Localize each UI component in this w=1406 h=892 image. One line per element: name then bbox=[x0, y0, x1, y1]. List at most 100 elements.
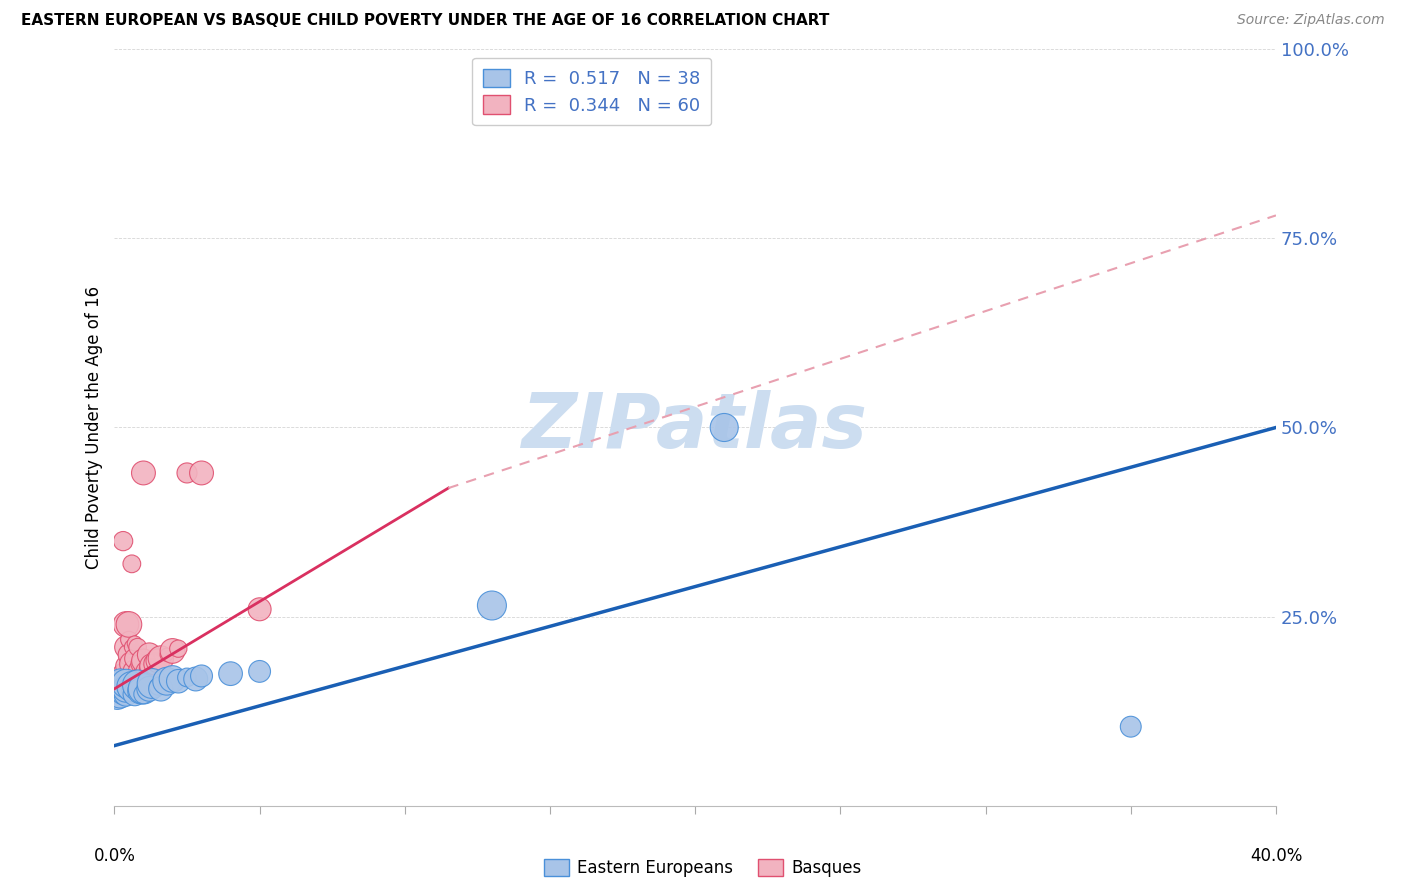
Point bbox=[110, 674, 132, 689]
Point bbox=[110, 674, 132, 689]
Point bbox=[132, 654, 155, 668]
Point bbox=[146, 654, 169, 668]
Point bbox=[112, 666, 135, 681]
Point bbox=[105, 678, 128, 692]
Point bbox=[112, 670, 135, 684]
Point bbox=[118, 678, 141, 692]
Point bbox=[481, 599, 503, 613]
Point bbox=[124, 636, 146, 650]
Legend: R =  0.517   N = 38, R =  0.344   N = 60: R = 0.517 N = 38, R = 0.344 N = 60 bbox=[472, 58, 711, 126]
Point bbox=[105, 678, 128, 692]
Point bbox=[110, 687, 132, 701]
Point bbox=[121, 684, 143, 698]
Point bbox=[110, 670, 132, 684]
Point bbox=[112, 681, 135, 696]
Text: Source: ZipAtlas.com: Source: ZipAtlas.com bbox=[1237, 13, 1385, 28]
Point bbox=[127, 672, 149, 686]
Point bbox=[112, 676, 135, 690]
Point bbox=[149, 651, 172, 665]
Point bbox=[115, 681, 138, 696]
Point bbox=[127, 640, 149, 655]
Point bbox=[112, 534, 135, 549]
Point bbox=[105, 685, 128, 699]
Point bbox=[115, 681, 138, 696]
Point bbox=[156, 674, 179, 689]
Point bbox=[167, 674, 190, 689]
Point bbox=[118, 632, 141, 647]
Point bbox=[121, 657, 143, 671]
Point bbox=[121, 676, 143, 690]
Point bbox=[112, 678, 135, 692]
Point bbox=[129, 669, 152, 683]
Text: 0.0%: 0.0% bbox=[93, 847, 135, 865]
Point bbox=[713, 420, 735, 434]
Point bbox=[138, 648, 160, 662]
Point bbox=[249, 602, 271, 616]
Point bbox=[127, 681, 149, 696]
Point bbox=[129, 657, 152, 671]
Point bbox=[176, 466, 198, 480]
Point bbox=[105, 681, 128, 696]
Point bbox=[115, 617, 138, 632]
Point bbox=[115, 640, 138, 655]
Point bbox=[121, 670, 143, 684]
Point bbox=[156, 648, 179, 662]
Point bbox=[121, 680, 143, 694]
Point bbox=[249, 665, 271, 679]
Point bbox=[115, 659, 138, 673]
Point bbox=[132, 687, 155, 701]
Point bbox=[124, 674, 146, 689]
Point bbox=[112, 680, 135, 694]
Point bbox=[112, 681, 135, 696]
Point bbox=[118, 666, 141, 681]
Text: EASTERN EUROPEAN VS BASQUE CHILD POVERTY UNDER THE AGE OF 16 CORRELATION CHART: EASTERN EUROPEAN VS BASQUE CHILD POVERTY… bbox=[21, 13, 830, 29]
Point bbox=[190, 669, 212, 683]
Point bbox=[110, 676, 132, 690]
Point bbox=[110, 681, 132, 696]
Point bbox=[118, 678, 141, 692]
Point bbox=[184, 672, 207, 686]
Point bbox=[124, 665, 146, 679]
Point bbox=[149, 681, 172, 696]
Legend: Eastern Europeans, Basques: Eastern Europeans, Basques bbox=[537, 852, 869, 884]
Point bbox=[162, 672, 184, 686]
Point bbox=[115, 687, 138, 701]
Point bbox=[141, 659, 163, 673]
Point bbox=[138, 661, 160, 675]
Point bbox=[118, 681, 141, 696]
Point bbox=[110, 681, 132, 696]
Point bbox=[118, 674, 141, 689]
Point bbox=[143, 657, 166, 671]
Point bbox=[190, 466, 212, 480]
Text: ZIPatlas: ZIPatlas bbox=[522, 391, 868, 465]
Point bbox=[121, 640, 143, 655]
Point bbox=[135, 665, 157, 679]
Point bbox=[127, 663, 149, 677]
Point bbox=[132, 681, 155, 696]
Point bbox=[141, 676, 163, 690]
Point bbox=[124, 687, 146, 701]
Point bbox=[105, 690, 128, 704]
Point bbox=[110, 685, 132, 699]
Point bbox=[124, 681, 146, 696]
Point bbox=[118, 617, 141, 632]
Point bbox=[219, 666, 242, 681]
Point bbox=[115, 674, 138, 689]
Text: 40.0%: 40.0% bbox=[1250, 847, 1302, 865]
Point bbox=[118, 681, 141, 696]
Point bbox=[176, 670, 198, 684]
Point bbox=[121, 557, 143, 571]
Point bbox=[162, 644, 184, 658]
Y-axis label: Child Poverty Under the Age of 16: Child Poverty Under the Age of 16 bbox=[86, 286, 103, 569]
Point bbox=[127, 678, 149, 692]
Point bbox=[105, 674, 128, 689]
Point bbox=[138, 681, 160, 696]
Point bbox=[110, 680, 132, 694]
Point bbox=[105, 681, 128, 696]
Point bbox=[146, 680, 169, 694]
Point bbox=[132, 466, 155, 480]
Point bbox=[115, 678, 138, 692]
Point bbox=[167, 641, 190, 656]
Point bbox=[124, 651, 146, 665]
Point bbox=[118, 648, 141, 662]
